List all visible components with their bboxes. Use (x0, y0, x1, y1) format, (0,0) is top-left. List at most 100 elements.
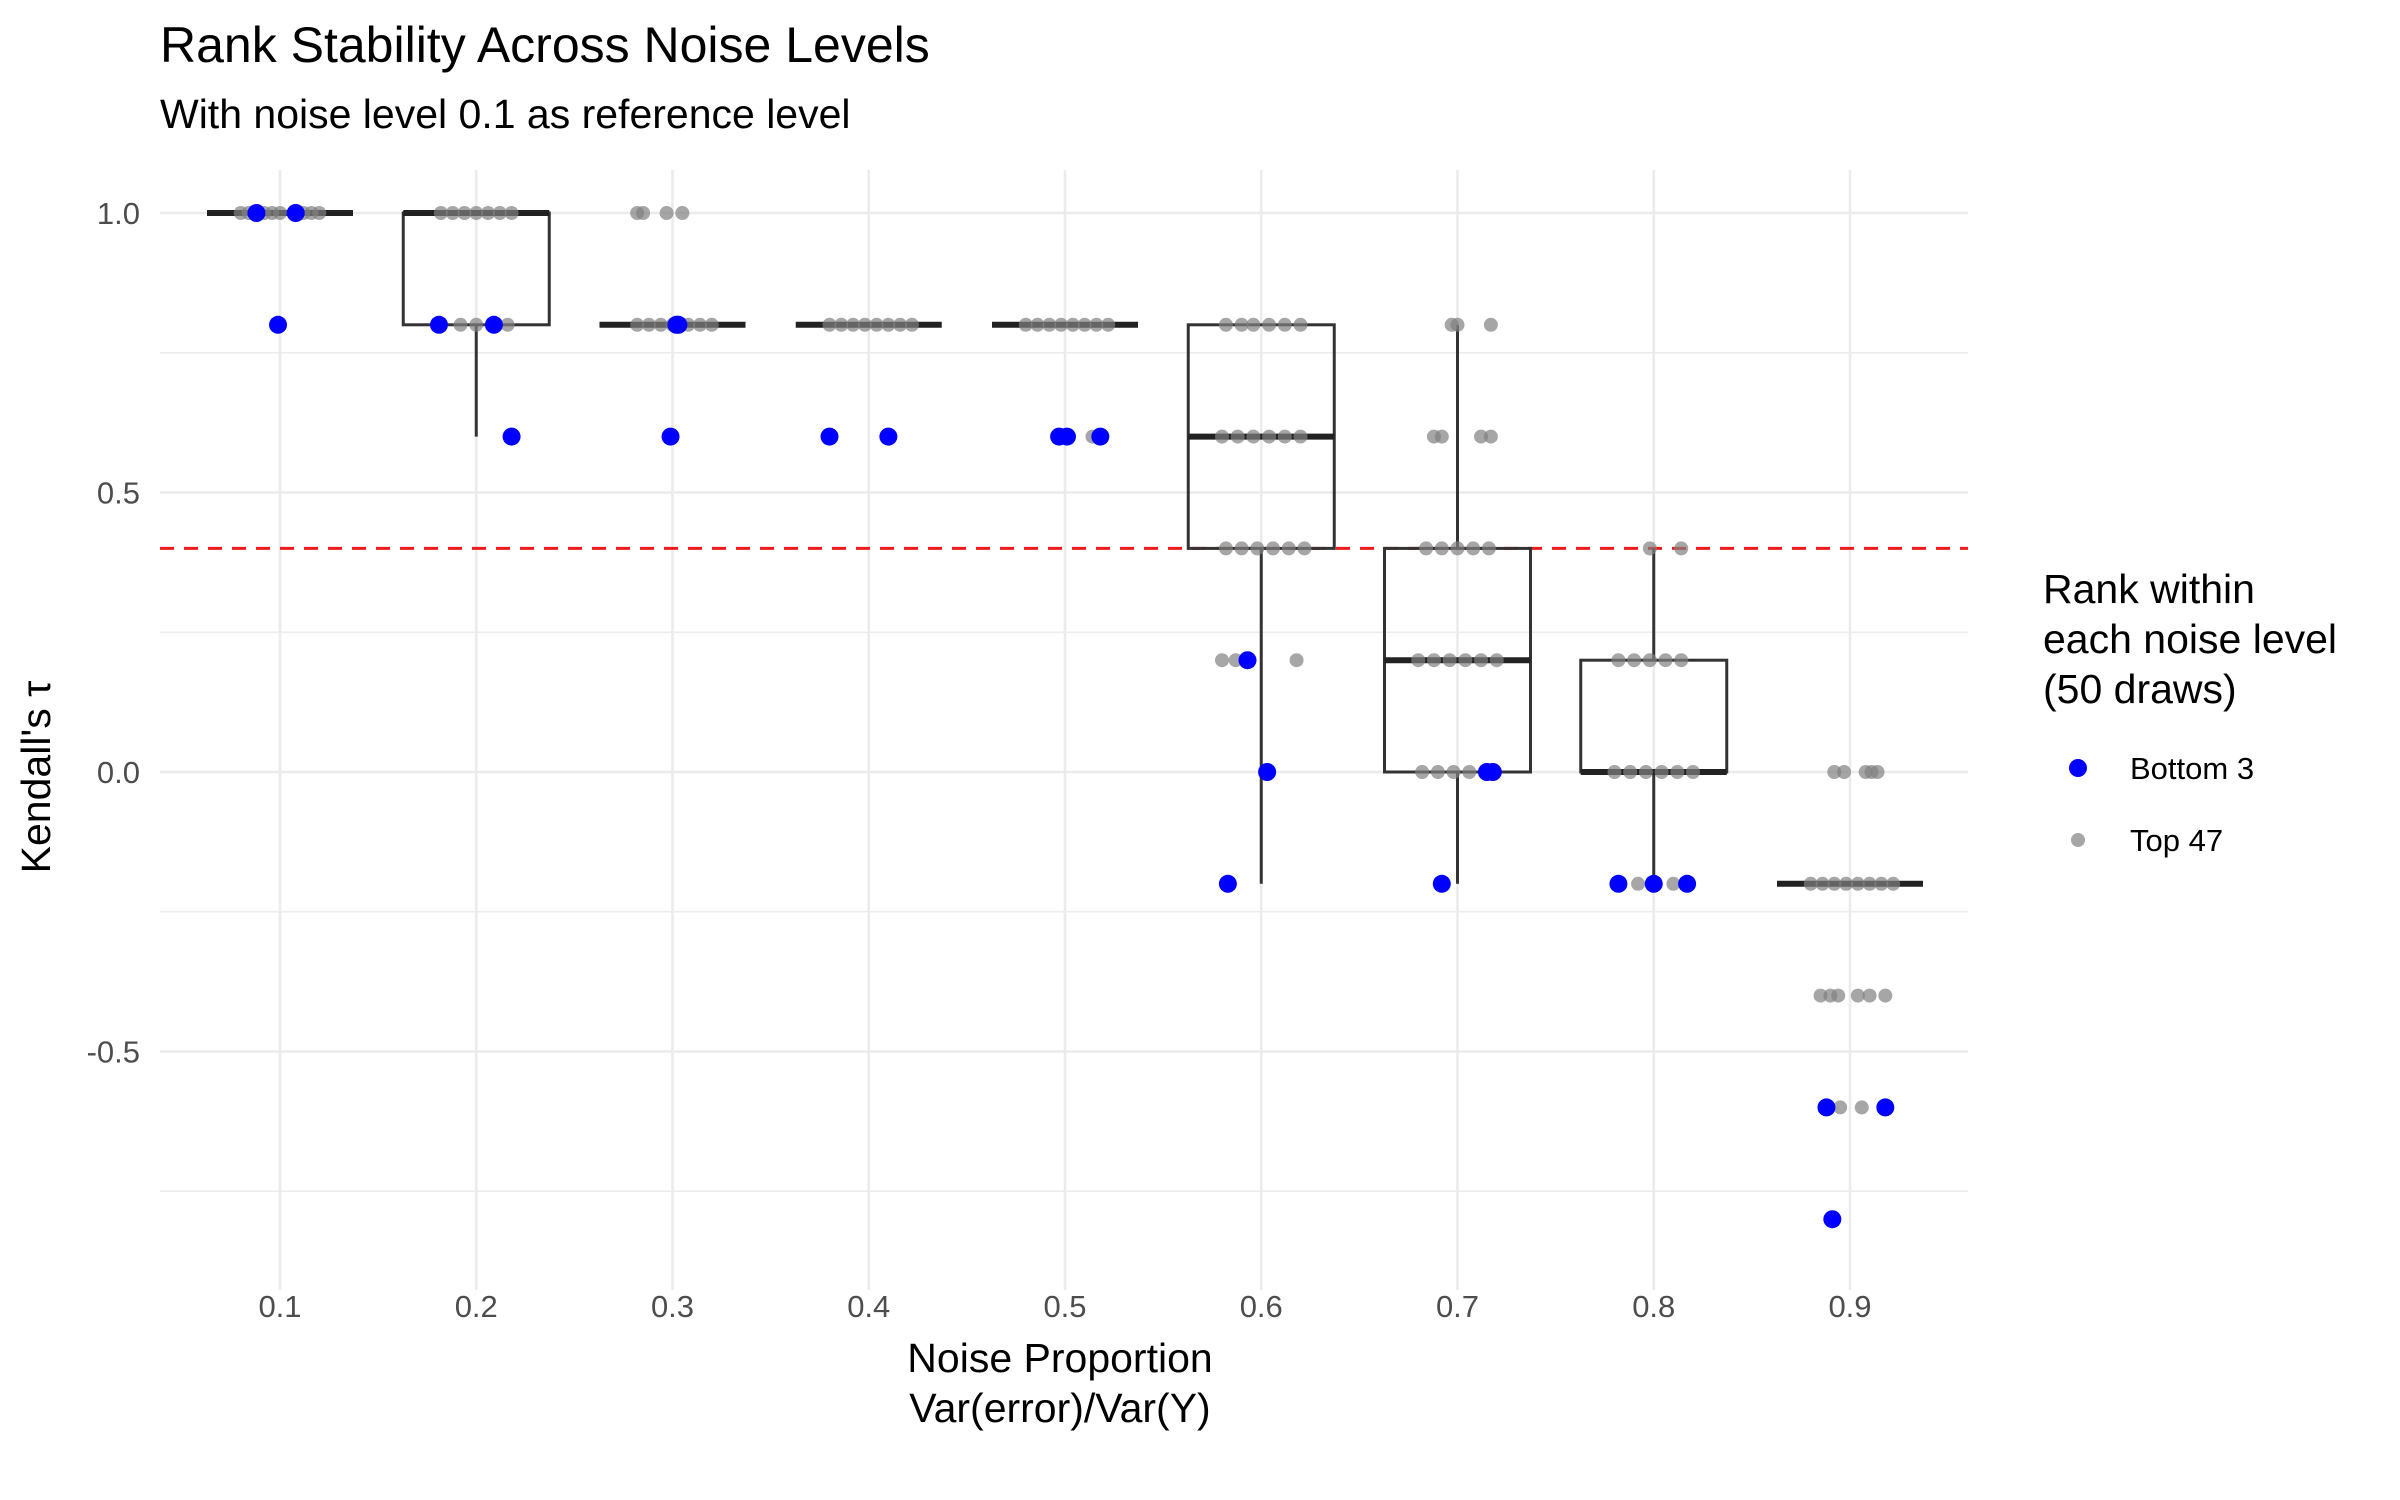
point-top-47 (1642, 541, 1657, 556)
point-top-47 (659, 206, 674, 220)
point-top-47 (469, 206, 484, 220)
point-top-47 (1474, 429, 1489, 444)
x-tick-label: 0.3 (651, 1289, 694, 1324)
point-top-47 (1018, 317, 1033, 332)
point-top-47 (1850, 876, 1865, 891)
point-bottom-3 (1823, 1210, 1842, 1229)
point-bottom-3 (247, 204, 266, 222)
legend: Rank within each noise level (50 draws) … (2043, 566, 2337, 858)
point-bottom-3 (1238, 651, 1257, 670)
point-top-47 (1458, 653, 1473, 668)
point-top-47 (481, 206, 496, 220)
point-top-47 (469, 317, 484, 332)
point-top-47 (1833, 1100, 1848, 1115)
point-bottom-3 (1876, 1098, 1895, 1117)
point-top-47 (1077, 317, 1092, 332)
point-top-47 (893, 317, 908, 332)
point-top-47 (1266, 541, 1281, 556)
point-top-47 (822, 317, 837, 332)
series-bottom-3 (247, 204, 1895, 1229)
point-top-47 (1446, 765, 1461, 779)
point-top-47 (1827, 765, 1842, 779)
x-axis-ticks: 0.1 0.2 0.3 0.4 0.5 0.6 0.7 0.8 0.9 (258, 1289, 1871, 1324)
point-bottom-3 (1609, 874, 1628, 893)
points (233, 204, 1901, 1229)
point-bottom-3 (1432, 874, 1451, 893)
point-top-47 (1462, 765, 1477, 779)
point-top-47 (445, 206, 460, 220)
point-top-47 (1250, 541, 1265, 556)
x-tick-label: 0.1 (258, 1289, 301, 1324)
x-tick-label: 0.9 (1828, 1289, 1871, 1324)
point-top-47 (1411, 653, 1426, 668)
point-top-47 (1813, 988, 1828, 1003)
point-top-47 (1670, 765, 1685, 779)
point-bottom-3 (1057, 427, 1076, 446)
grid (160, 170, 1968, 1290)
point-top-47 (1442, 653, 1457, 668)
point-top-47 (1234, 317, 1249, 332)
point-bottom-3 (429, 315, 448, 334)
y-tick-label: 1.0 (97, 196, 140, 231)
point-top-47 (453, 317, 468, 332)
point-top-47 (846, 317, 861, 332)
point-top-47 (1234, 541, 1249, 556)
point-top-47 (1262, 429, 1277, 444)
point-top-47 (1862, 876, 1877, 891)
y-tick-label: 0.0 (97, 755, 140, 790)
point-top-47 (1607, 765, 1622, 779)
x-tick-label: 0.5 (1043, 1289, 1086, 1324)
point-top-47 (1674, 653, 1689, 668)
point-bottom-3 (1644, 874, 1663, 893)
point-top-47 (1293, 317, 1308, 332)
point-top-47 (834, 317, 849, 332)
point-top-47 (1642, 653, 1657, 668)
chart-subtitle: With noise level 0.1 as reference level (160, 91, 851, 137)
point-top-47 (1297, 541, 1312, 556)
point-top-47 (1289, 653, 1304, 668)
point-top-47 (1419, 541, 1434, 556)
point-bottom-3 (1817, 1098, 1836, 1117)
point-top-47 (1837, 765, 1852, 779)
point-top-47 (1215, 653, 1229, 668)
point-top-47 (1627, 653, 1642, 668)
point-bottom-3 (820, 427, 839, 446)
point-top-47 (1030, 317, 1045, 332)
point-top-47 (904, 317, 919, 332)
point-top-47 (457, 206, 472, 220)
point-top-47 (1831, 988, 1846, 1003)
point-top-47 (433, 206, 448, 220)
point-top-47 (1481, 541, 1496, 556)
point-top-47 (1450, 317, 1465, 332)
point-top-47 (1101, 317, 1116, 332)
point-top-47 (1430, 765, 1445, 779)
point-bottom-3 (1483, 763, 1502, 781)
point-top-47 (1434, 541, 1449, 556)
point-top-47 (1065, 317, 1080, 332)
point-top-47 (312, 206, 327, 220)
chart-title: Rank Stability Across Noise Levels (160, 17, 930, 73)
point-top-47 (1638, 765, 1653, 779)
point-bottom-3 (286, 204, 305, 222)
point-top-47 (1658, 653, 1673, 668)
point-top-47 (1293, 429, 1308, 444)
point-top-47 (1218, 541, 1233, 556)
legend-label-bottom-3: Bottom 3 (2130, 751, 2254, 786)
point-top-47 (1827, 876, 1842, 891)
point-top-47 (1215, 429, 1229, 444)
point-top-47 (1466, 541, 1481, 556)
point-top-47 (1474, 653, 1489, 668)
y-axis-ticks: 1.0 0.5 0.0 -0.5 (87, 196, 140, 1070)
point-top-47 (704, 317, 719, 332)
point-top-47 (1839, 876, 1854, 891)
point-top-47 (1654, 765, 1669, 779)
point-top-47 (500, 317, 515, 332)
point-top-47 (1854, 1100, 1869, 1115)
y-tick-label: 0.5 (97, 476, 140, 511)
x-tick-label: 0.6 (1240, 1289, 1283, 1324)
point-top-47 (504, 206, 519, 220)
point-top-47 (1878, 988, 1893, 1003)
legend-title-line-2: each noise level (2043, 616, 2337, 662)
point-top-47 (1862, 988, 1877, 1003)
